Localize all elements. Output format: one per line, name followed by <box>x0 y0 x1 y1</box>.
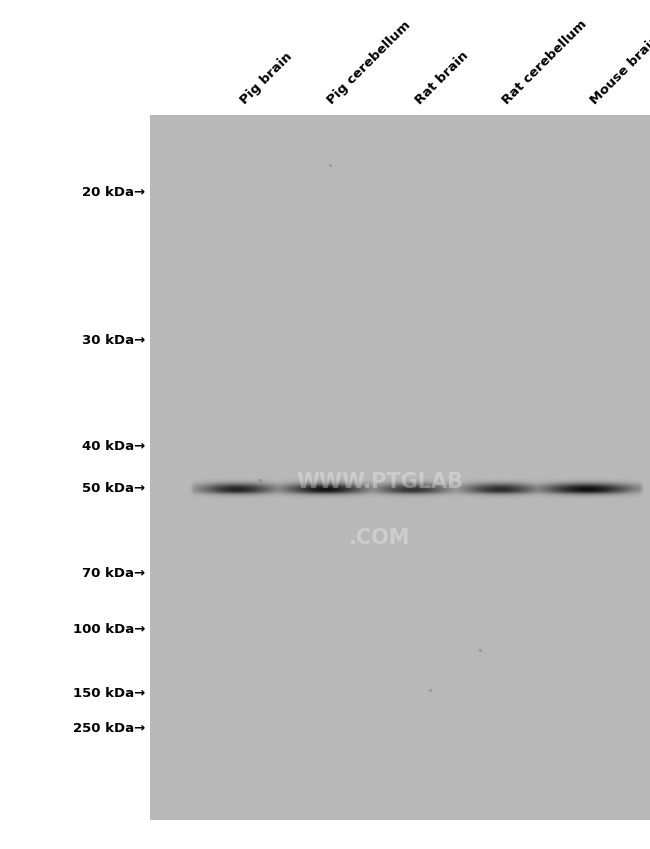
Text: 50 kDa→: 50 kDa→ <box>82 482 145 495</box>
Text: Pig cerebellum: Pig cerebellum <box>325 19 413 107</box>
Text: 150 kDa→: 150 kDa→ <box>73 687 145 700</box>
Text: 20 kDa→: 20 kDa→ <box>82 186 145 199</box>
Text: Rat cerebellum: Rat cerebellum <box>500 18 590 107</box>
Text: 30 kDa→: 30 kDa→ <box>82 335 145 347</box>
Text: Mouse brain: Mouse brain <box>588 32 650 107</box>
Text: 100 kDa→: 100 kDa→ <box>73 623 145 636</box>
Text: Pig brain: Pig brain <box>237 50 294 107</box>
Text: .COM: .COM <box>349 528 411 548</box>
Text: Rat brain: Rat brain <box>413 49 471 107</box>
Text: 70 kDa→: 70 kDa→ <box>82 567 145 580</box>
Text: 40 kDa→: 40 kDa→ <box>82 440 145 453</box>
Text: WWW.PTGLAB: WWW.PTGLAB <box>296 471 463 492</box>
Text: 250 kDa→: 250 kDa→ <box>73 722 145 735</box>
